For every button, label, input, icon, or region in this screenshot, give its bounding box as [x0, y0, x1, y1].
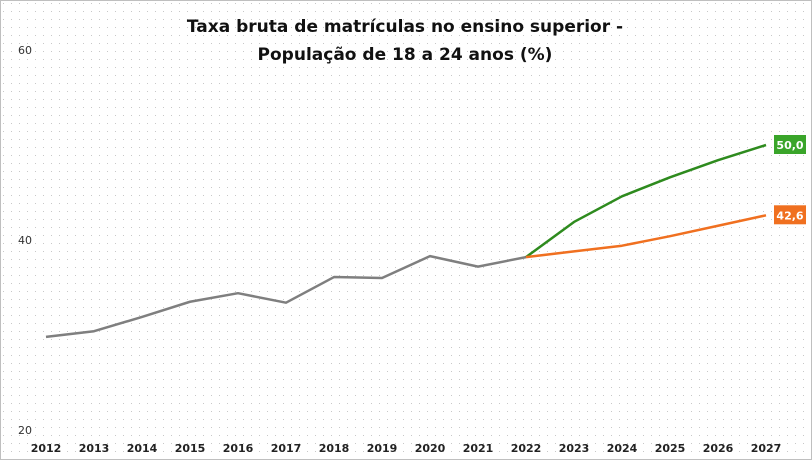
- x-tick-label: 2015: [175, 442, 206, 455]
- x-tick-label: 2018: [319, 442, 350, 455]
- end-label-box: [774, 205, 806, 225]
- x-tick-label: 2020: [415, 442, 446, 455]
- chart-title-line-2: População de 18 a 24 anos (%): [258, 45, 553, 65]
- x-tick-label: 2025: [655, 442, 686, 455]
- end-label-box: [774, 135, 806, 154]
- end-data-label: 42,6: [776, 209, 803, 222]
- x-tick-label: 2026: [703, 442, 734, 455]
- x-tick-label: 2027: [751, 442, 782, 455]
- x-tick-label: 2012: [31, 442, 62, 455]
- x-tick-label: 2013: [79, 442, 110, 455]
- series-line-2: [525, 214, 767, 259]
- x-tick-label: 2023: [559, 442, 590, 455]
- y-tick-label: 20: [18, 424, 32, 437]
- y-tick-label: 60: [18, 44, 32, 57]
- chart-title-line-1: Taxa bruta de matrículas no ensino super…: [187, 17, 623, 37]
- x-tick-label: 2022: [511, 442, 542, 455]
- x-tick-label: 2017: [271, 442, 302, 455]
- x-tick-label: 2024: [607, 442, 638, 455]
- end-data-label: 50,0: [776, 139, 803, 152]
- series-line-1: [525, 143, 767, 259]
- x-tick-label: 2016: [223, 442, 254, 455]
- y-tick-label: 40: [18, 234, 32, 247]
- x-tick-label: 2014: [127, 442, 158, 455]
- x-tick-label: 2019: [367, 442, 398, 455]
- x-tick-label: 2021: [463, 442, 494, 455]
